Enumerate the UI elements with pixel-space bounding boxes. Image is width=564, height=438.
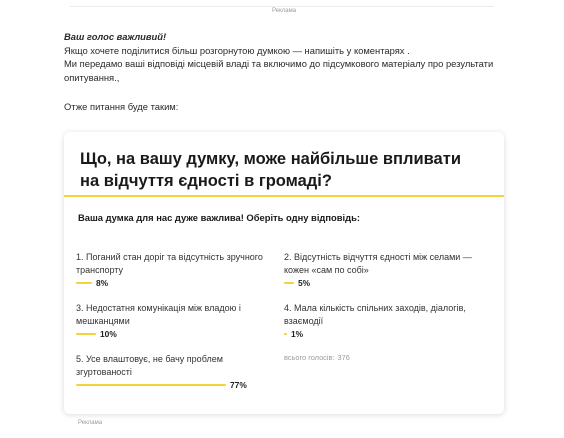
article-intro: Отже питання буде таким:: [64, 101, 179, 113]
poll-option-1[interactable]: 1. Поганий стан доріг та відсутність зру…: [76, 251, 271, 288]
poll-option-percent: 1%: [291, 329, 304, 340]
ad-label-top: Реклама: [272, 8, 297, 14]
poll-option-4[interactable]: 4. Мала кількість спільних заходів, діал…: [284, 302, 479, 339]
total-votes-label: всього голосів:: [284, 353, 335, 362]
poll-option-percent: 5%: [298, 278, 311, 289]
poll-option-3[interactable]: 3. Недостатня комунікація між владою і м…: [76, 302, 271, 339]
total-votes: всього голосів: 376: [284, 353, 353, 362]
poll-option-bar: [76, 282, 92, 285]
article-text: Ваш голос важливий! Якщо хочете поділити…: [64, 30, 504, 114]
poll-prompt: Ваша думка для нас дуже важлива! Оберіть…: [78, 212, 360, 223]
poll-option-bar: [76, 333, 96, 336]
poll-option-bar: [284, 333, 287, 336]
article-line: Ми передамо ваші відповіді місцевій влад…: [64, 58, 494, 83]
ad-label-bottom: Реклама: [78, 420, 103, 426]
poll-question: Що, на вашу думку, може найбільше вплива…: [80, 150, 461, 190]
poll-option-2[interactable]: 2. Відсутність відчуття єдності між села…: [284, 251, 479, 288]
poll-option-bar: [76, 384, 226, 387]
top-divider: [70, 0, 494, 7]
poll-divider: [64, 195, 504, 197]
article-heading: Ваш голос важливий!: [64, 31, 167, 42]
poll-card: Що, на вашу думку, може найбільше вплива…: [64, 132, 504, 414]
poll-option-label: 2. Відсутність відчуття єдності між села…: [284, 252, 472, 275]
poll-option-label: 4. Мала кількість спільних заходів, діал…: [284, 303, 466, 326]
poll-option-label: 3. Недостатня комунікація між владою і м…: [76, 303, 241, 326]
total-votes-value: 376: [337, 353, 350, 362]
poll-option-label: 5. Усе влаштовує, не бачу проблем згурто…: [76, 354, 223, 377]
poll-option-percent: 10%: [100, 329, 117, 340]
article-line: Якщо хочете поділитися більш розгорнутою…: [64, 44, 410, 56]
poll-option-5[interactable]: 5. Усе влаштовує, не бачу проблем згурто…: [76, 353, 271, 390]
poll-option-percent: 8%: [96, 278, 109, 289]
poll-option-label: 1. Поганий стан доріг та відсутність зру…: [76, 252, 263, 275]
poll-option-bar: [284, 282, 294, 285]
poll-option-percent: 77%: [230, 380, 247, 391]
